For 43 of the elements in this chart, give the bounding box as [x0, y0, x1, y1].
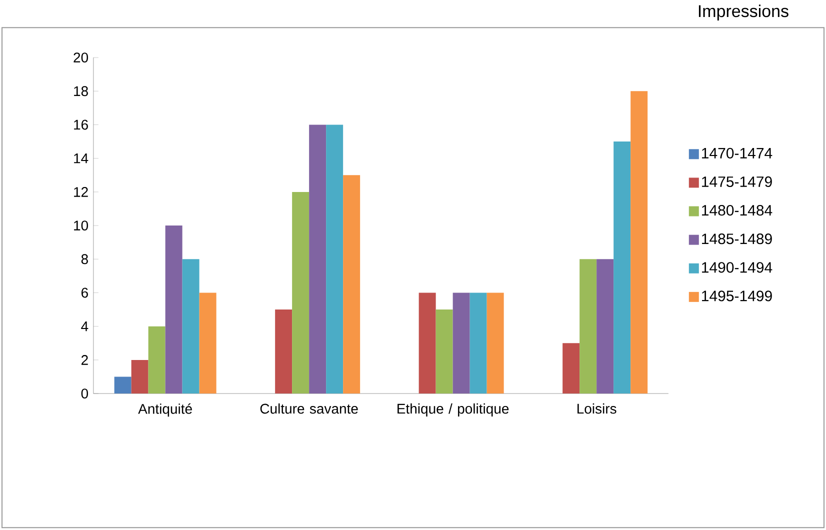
bar: [486, 292, 504, 394]
legend-label: 1495-1499: [702, 290, 772, 302]
x-tick-label: Antiquité: [138, 404, 192, 417]
y-tick-label: 12: [74, 187, 88, 198]
bar: [326, 124, 344, 394]
bar: [630, 91, 648, 394]
bar: [614, 142, 631, 394]
bar: [275, 310, 292, 394]
bar: [309, 124, 326, 394]
bar: [114, 376, 132, 394]
bar: [418, 292, 436, 394]
bar: [131, 360, 148, 394]
text: Impressions: [698, 4, 788, 21]
bar: [436, 310, 453, 394]
legend-label: 1490-1494: [702, 262, 772, 273]
bar: [562, 343, 580, 394]
y-tick-label: 20: [74, 52, 88, 63]
bar: [165, 226, 182, 394]
bar: [199, 292, 216, 394]
bar: [580, 259, 597, 394]
y-tick-label: 18: [74, 86, 88, 96]
y-tick-label: 0: [81, 388, 88, 399]
legend-label: 1485-1489: [702, 234, 772, 244]
y-tick-label: 14: [74, 154, 88, 164]
y-tick-label: 4: [81, 322, 88, 332]
legend-label: 1470-1474: [702, 148, 772, 159]
y-tick-label: 6: [82, 288, 88, 298]
legend-label: 1475-1479: [702, 176, 772, 188]
legend-label: 1480-1484: [702, 205, 772, 216]
x-tick-label: Ethique / politique: [398, 404, 509, 417]
bar: [148, 326, 166, 394]
bar: [470, 292, 487, 394]
y-tick-label: 16: [74, 120, 88, 130]
bar: [182, 259, 200, 394]
y-tick-label: 10: [74, 220, 88, 231]
bar: [343, 175, 360, 394]
x-tick-label: Culture savante: [260, 404, 358, 414]
y-tick-label: 8: [81, 254, 88, 264]
bar: [596, 259, 614, 394]
x-tick-label: Loisirs: [578, 404, 616, 414]
bar: [292, 192, 310, 394]
bar: [452, 292, 470, 394]
y-tick-label: 2: [81, 355, 88, 366]
